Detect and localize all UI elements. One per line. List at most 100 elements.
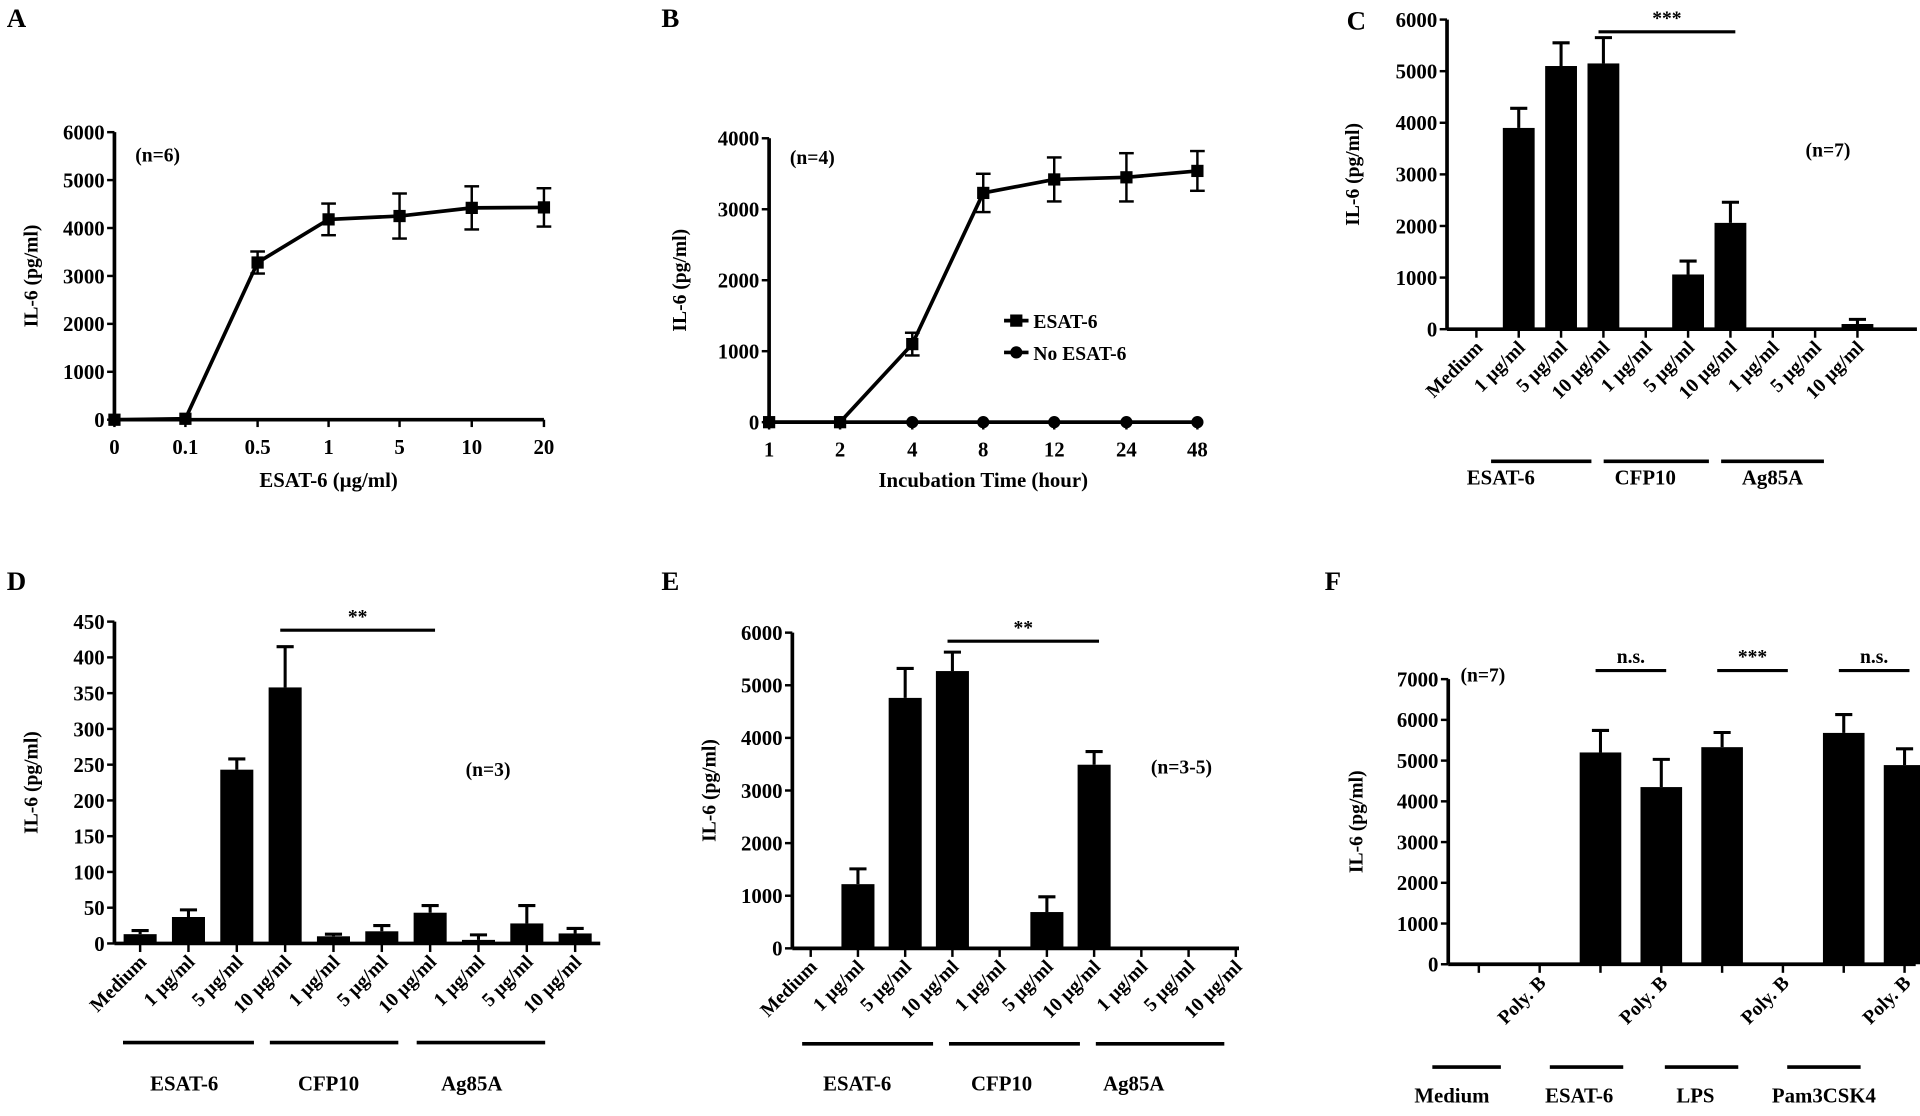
- y-tick-label: 3000: [718, 199, 760, 222]
- y-tick-label: 5000: [63, 169, 105, 192]
- bar: [220, 769, 254, 944]
- bar: [841, 884, 875, 949]
- data-point: [1120, 416, 1133, 429]
- x-tick-label: Poly. B: [1616, 973, 1672, 1029]
- legend-marker: [1010, 346, 1023, 359]
- y-tick-label: 4000: [1397, 791, 1439, 814]
- bar: [171, 916, 205, 944]
- data-point: [1048, 416, 1061, 429]
- x-tick-label: Poly. B: [1737, 973, 1793, 1029]
- bar: [365, 931, 399, 944]
- y-axis-title: IL-6 (pg/ml): [670, 229, 691, 332]
- y-tick-label: 5000: [1397, 750, 1439, 773]
- x-tick-label: Poly. B: [1494, 973, 1550, 1029]
- x-tick-label: 1 µg/ml: [430, 951, 490, 1011]
- x-tick-label: 1 µg/ml: [951, 956, 1011, 1016]
- data-point: [251, 256, 264, 269]
- y-tick-label: 3000: [1396, 164, 1438, 187]
- y-tick-label: 400: [73, 647, 104, 670]
- x-tick-label: 24: [1116, 438, 1137, 461]
- panel-d: D 0 50 100 150 200 250 300 350 400 450 IL-6 (pg/ml)…: [7, 566, 601, 1095]
- sample-size-annotation: (n=3): [466, 760, 511, 781]
- x-tick-label: 5: [394, 436, 404, 459]
- y-tick-label: 3000: [63, 265, 105, 288]
- data-point: [393, 209, 406, 223]
- y-tick-label: 4000: [718, 128, 760, 151]
- y-tick-label: 1000: [1396, 267, 1438, 290]
- y-axis-title: IL-6 (pg/ml): [1347, 770, 1368, 873]
- y-tick-label: 300: [73, 718, 104, 741]
- bar: [1701, 747, 1743, 965]
- x-tick-label: 20: [534, 436, 555, 459]
- sample-size-annotation: (n=7): [1460, 666, 1505, 687]
- bar: [1714, 222, 1747, 330]
- data-point: [977, 416, 990, 429]
- group-label: ESAT-6: [1545, 1085, 1613, 1108]
- x-tick-label: 0.5: [245, 436, 271, 459]
- data-point: [906, 337, 919, 351]
- y-tick-label: 0: [772, 938, 782, 961]
- group-label: ESAT-6: [1467, 467, 1535, 490]
- x-tick-label: 4: [907, 438, 918, 461]
- y-tick-label: 350: [73, 682, 104, 705]
- group-label: Pam3CSK4: [1772, 1085, 1877, 1108]
- y-tick-label: 0: [1428, 954, 1438, 977]
- legend-label: ESAT-6: [1033, 312, 1097, 333]
- y-axis-title: IL-6 (pg/ml): [699, 739, 720, 842]
- y-axis-title: IL-6 (pg/ml): [1343, 123, 1364, 226]
- x-tick-label: 1 µg/ml: [1093, 956, 1153, 1016]
- panel-e: E 0 1000 2000 3000 4000 5000 6000 IL-6 (pg/ml) (n…: [661, 566, 1247, 1095]
- bar: [123, 934, 157, 944]
- y-tick-label: 100: [73, 861, 104, 884]
- y-axis-title: IL-6 (pg/ml): [21, 731, 42, 834]
- group-label: Ag85A: [441, 1072, 502, 1095]
- panel-label: E: [661, 566, 679, 596]
- x-tick-label: 0: [109, 436, 119, 459]
- x-axis-title: ESAT-6 (µg/ml): [259, 469, 398, 492]
- y-axis-title: IL-6 (pg/ml): [21, 225, 42, 328]
- data-point: [108, 413, 121, 426]
- bar: [1030, 912, 1064, 949]
- y-tick-label: 6000: [1397, 709, 1439, 732]
- group-label: Ag85A: [1103, 1072, 1164, 1095]
- group-label: ESAT-6: [150, 1072, 218, 1095]
- significance-label: **: [1013, 618, 1033, 639]
- bar: [1587, 63, 1620, 330]
- group-label: CFP10: [1615, 467, 1676, 490]
- x-tick-label: 1 µg/ml: [810, 956, 870, 1016]
- y-tick-label: 6000: [741, 622, 783, 645]
- panel-c: C 0 1000 2000 3000 4000 5000 6000 IL-6 (pg/ml) (n…: [1343, 5, 1917, 490]
- data-point: [1120, 171, 1133, 184]
- group-label: Medium: [1414, 1085, 1489, 1108]
- y-tick-label: 1000: [63, 361, 105, 384]
- group-label: CFP10: [971, 1072, 1032, 1095]
- x-tick-label: 2: [835, 438, 845, 461]
- bar: [935, 671, 969, 949]
- y-tick-label: 0: [94, 933, 104, 956]
- panel-f: F 0 1000 2000 3000 4000 5000 6000 7000 IL-6 (pg/m…: [1325, 566, 1920, 1108]
- y-tick-label: 3000: [741, 780, 783, 803]
- data-point: [322, 213, 335, 226]
- bar: [1077, 764, 1111, 949]
- x-tick-label: 8: [978, 438, 988, 461]
- y-tick-label: 5000: [1396, 61, 1438, 84]
- x-tick-label: 1 µg/ml: [140, 951, 200, 1011]
- x-tick-label: Medium: [757, 957, 822, 1022]
- x-tick-label: 10: [461, 436, 482, 459]
- y-tick-label: 6000: [1396, 9, 1438, 32]
- y-tick-label: 150: [73, 826, 104, 849]
- group-label: ESAT-6: [823, 1072, 891, 1095]
- group-label: Ag85A: [1742, 467, 1803, 490]
- sample-size-annotation: (n=7): [1806, 141, 1851, 162]
- legend-label: No ESAT-6: [1033, 344, 1126, 365]
- bar: [1502, 127, 1535, 330]
- data-point: [762, 416, 776, 429]
- y-tick-label: 0: [94, 409, 104, 432]
- y-tick-label: 450: [73, 611, 104, 634]
- y-tick-label: 6000: [63, 122, 105, 145]
- significance-label: **: [348, 607, 368, 628]
- x-tick-label: 12: [1044, 438, 1065, 461]
- y-tick-label: 5000: [741, 675, 783, 698]
- y-tick-label: 250: [73, 754, 104, 777]
- bar: [1640, 787, 1683, 965]
